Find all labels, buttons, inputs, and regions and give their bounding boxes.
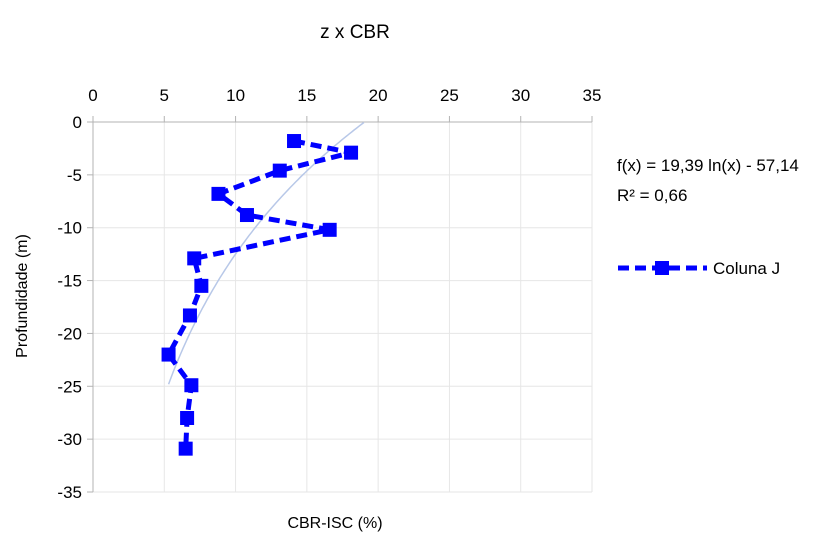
chart-title: z x CBR	[320, 22, 390, 43]
y-tick-label: -30	[57, 430, 82, 449]
x-axis-label: CBR-ISC (%)	[287, 515, 382, 532]
data-point	[180, 411, 195, 425]
y-tick-label: -25	[57, 377, 82, 396]
y-axis-label: Profundidade (m)	[14, 234, 31, 358]
data-point	[272, 163, 287, 178]
x-tick-label: 0	[88, 86, 97, 105]
data-point	[344, 145, 359, 160]
data-point	[187, 251, 202, 266]
data-point	[182, 308, 197, 323]
data-point	[239, 208, 254, 223]
series-layer	[161, 134, 359, 456]
grid-lines	[92, 121, 593, 493]
trendline-r2: R² = 0,66	[617, 186, 687, 205]
legend-marker-sample	[655, 261, 669, 275]
data-point	[211, 186, 226, 201]
x-tick-label: 15	[297, 86, 316, 105]
series-line-coluna-j	[166, 138, 354, 449]
y-tick-label: -10	[57, 219, 82, 238]
legend: Coluna J	[618, 259, 780, 278]
x-tick-label: 10	[226, 86, 245, 105]
data-point	[184, 378, 199, 393]
x-tick-label: 25	[440, 86, 459, 105]
trendline-equation: f(x) = 19,39 ln(x) - 57,14	[617, 156, 799, 175]
data-point	[287, 134, 302, 149]
x-tick-label: 5	[160, 86, 169, 105]
x-tick-label: 20	[369, 86, 388, 105]
x-tick-label: 30	[511, 86, 530, 105]
y-tick-label: 0	[73, 113, 82, 132]
data-point	[194, 278, 209, 293]
data-point	[161, 347, 176, 362]
legend-entry-coluna-j: Coluna J	[713, 259, 780, 278]
data-point	[322, 222, 337, 237]
y-tick-label: -35	[57, 483, 82, 502]
y-tick-label: -15	[57, 272, 82, 291]
y-tick-label: -5	[67, 166, 82, 185]
data-point	[178, 441, 193, 456]
y-tick-label: -20	[57, 324, 82, 343]
x-tick-label: 35	[583, 86, 602, 105]
axes: 0 5 10 15 20 25 30 35 0 -5 -10 -15 -20 -25 -30 -35	[57, 86, 601, 502]
